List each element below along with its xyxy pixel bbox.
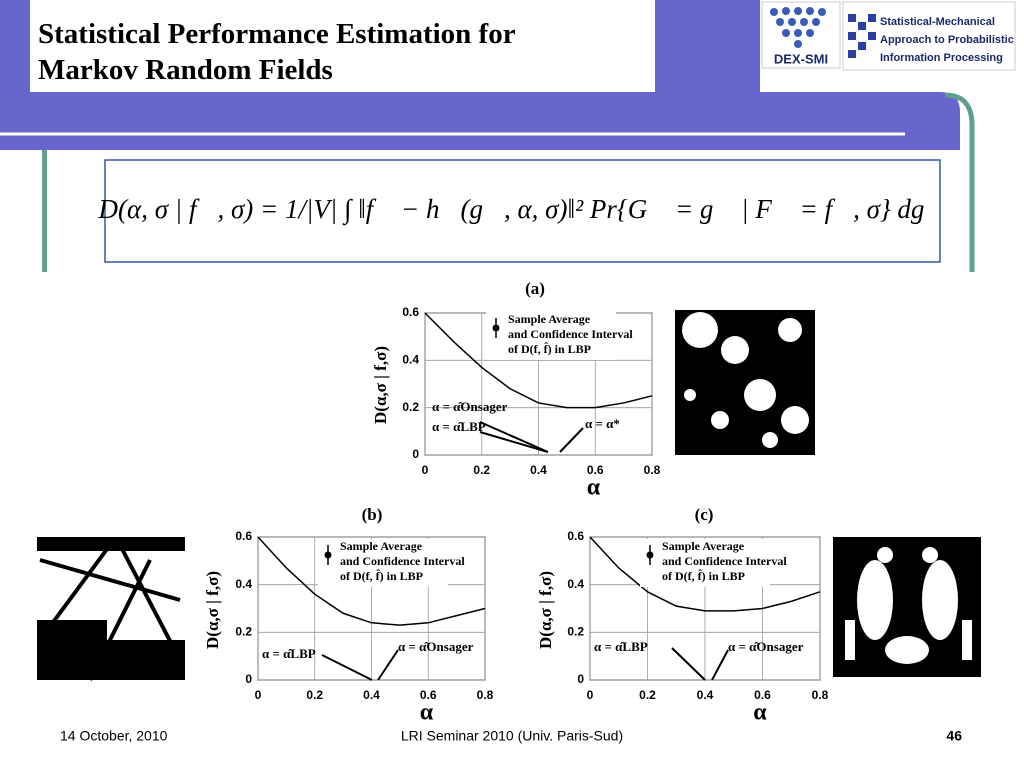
x-axis-label: α (420, 700, 434, 726)
footer-event: LRI Seminar 2010 (Univ. Paris-Sud) (401, 728, 623, 744)
y-tick-label: 0 (245, 672, 252, 686)
x-tick-label: 0.2 (473, 463, 490, 477)
legend-text: of D(f, f̂) in LBP (508, 341, 591, 355)
equation-box (104, 159, 941, 263)
logo-text: DEX-SMI (774, 51, 828, 66)
y-tick-label: 0.6 (567, 529, 584, 543)
side-line (42, 150, 47, 272)
x-tick-label: 0.2 (306, 688, 323, 702)
legend-text: Sample Average (662, 539, 745, 553)
legend-text: of D(f, f̂) in LBP (662, 568, 745, 582)
y-tick-label: 0 (577, 672, 584, 686)
annotation-arrow (479, 431, 549, 453)
image-b (37, 537, 185, 681)
legend-symbol (324, 551, 332, 559)
annotation: α = α̂LBP (432, 419, 486, 434)
y-tick-label: 0.2 (567, 625, 584, 639)
x-axis-label: α (587, 475, 601, 501)
x-tick-label: 0.4 (530, 463, 547, 477)
curve (589, 536, 821, 612)
image-c (833, 537, 981, 677)
legend-symbol (646, 551, 654, 559)
annotation-arrow (479, 421, 549, 453)
y-tick-label: 0.4 (402, 353, 419, 367)
y-tick-label: 0.6 (402, 305, 419, 319)
legend-box (486, 312, 616, 360)
logo-text: Approach to Probabilistic (880, 34, 1014, 46)
annotation: α = α̂LBP (262, 646, 316, 661)
legend-box (640, 539, 770, 587)
y-tick-label: 0.6 (235, 529, 252, 543)
x-tick-label: 0.4 (697, 688, 714, 702)
panel-label: (b) (362, 505, 383, 524)
logo-text: Statistical-Mechanical (880, 16, 995, 28)
annotation-arrow (559, 427, 584, 453)
y-tick-label: 0.4 (567, 577, 584, 591)
slide-title: Statistical Performance Estimation for M… (38, 18, 516, 86)
x-tick-label: 0 (255, 688, 262, 702)
header-band (655, 0, 760, 92)
legend-symbol (492, 324, 500, 332)
equation: D(α, σ | f⃗, σ) = 1/|V| ∫ ‖f⃗ − h⃗(g⃗, α… (98, 194, 946, 226)
page-number: 46 (946, 728, 962, 744)
annotation: α = α̂LBP (594, 639, 648, 654)
title-box (30, 14, 655, 92)
y-axis-label: D(α,σ | f,σ) (371, 346, 390, 424)
x-tick-label: 0.4 (363, 688, 380, 702)
x-axis-label: α (753, 700, 767, 726)
panel-label: (c) (695, 505, 714, 524)
curve (257, 536, 486, 626)
annotation-arrow (711, 649, 729, 681)
logo-dots (770, 7, 826, 48)
x-tick-label: 0 (587, 688, 594, 702)
legend-text: and Confidence Interval (508, 327, 633, 341)
x-tick-label: 0.8 (477, 688, 494, 702)
x-tick-label: 0.6 (587, 463, 604, 477)
footer-date: 14 October, 2010 (60, 728, 168, 744)
logo-squares (848, 14, 876, 58)
header-band (0, 92, 960, 150)
y-tick-label: 0.2 (235, 625, 252, 639)
x-tick-label: 0.6 (420, 688, 437, 702)
y-tick-label: 0 (412, 447, 419, 461)
legend-text: of D(f, f̂) in LBP (340, 568, 423, 582)
x-tick-label: 0.6 (754, 688, 771, 702)
annotation: α = α̂Onsager (728, 639, 804, 654)
legend-box (318, 539, 448, 587)
annotation: α = α̂Onsager (432, 399, 508, 414)
y-axis-label: D(α,σ | f,σ) (536, 571, 555, 649)
x-tick-label: 0.2 (639, 688, 656, 702)
panel-label: (a) (525, 279, 545, 298)
x-tick-label: 0 (422, 463, 429, 477)
annotation-arrow (671, 647, 706, 681)
annotation-arrow (377, 649, 399, 681)
legend-text: Sample Average (508, 312, 591, 326)
y-tick-label: 0.4 (235, 577, 252, 591)
annotation-arrow (321, 654, 373, 681)
title-holder: Statistical Performance Estimation for M… (38, 18, 516, 86)
x-tick-label: 0.8 (644, 463, 661, 477)
legend-text: and Confidence Interval (340, 554, 465, 568)
annotation: α = α* (585, 416, 620, 431)
y-axis-label: D(α,σ | f,σ) (203, 571, 222, 649)
image-a (675, 310, 815, 455)
side-line (944, 92, 975, 272)
legend-text: and Confidence Interval (662, 554, 787, 568)
y-tick-label: 0.2 (402, 400, 419, 414)
curve (424, 312, 653, 409)
annotation: α = α̂Onsager (398, 639, 474, 654)
x-tick-label: 0.8 (812, 688, 829, 702)
logo-text: Information Processing (880, 52, 1003, 64)
legend-text: Sample Average (340, 539, 423, 553)
